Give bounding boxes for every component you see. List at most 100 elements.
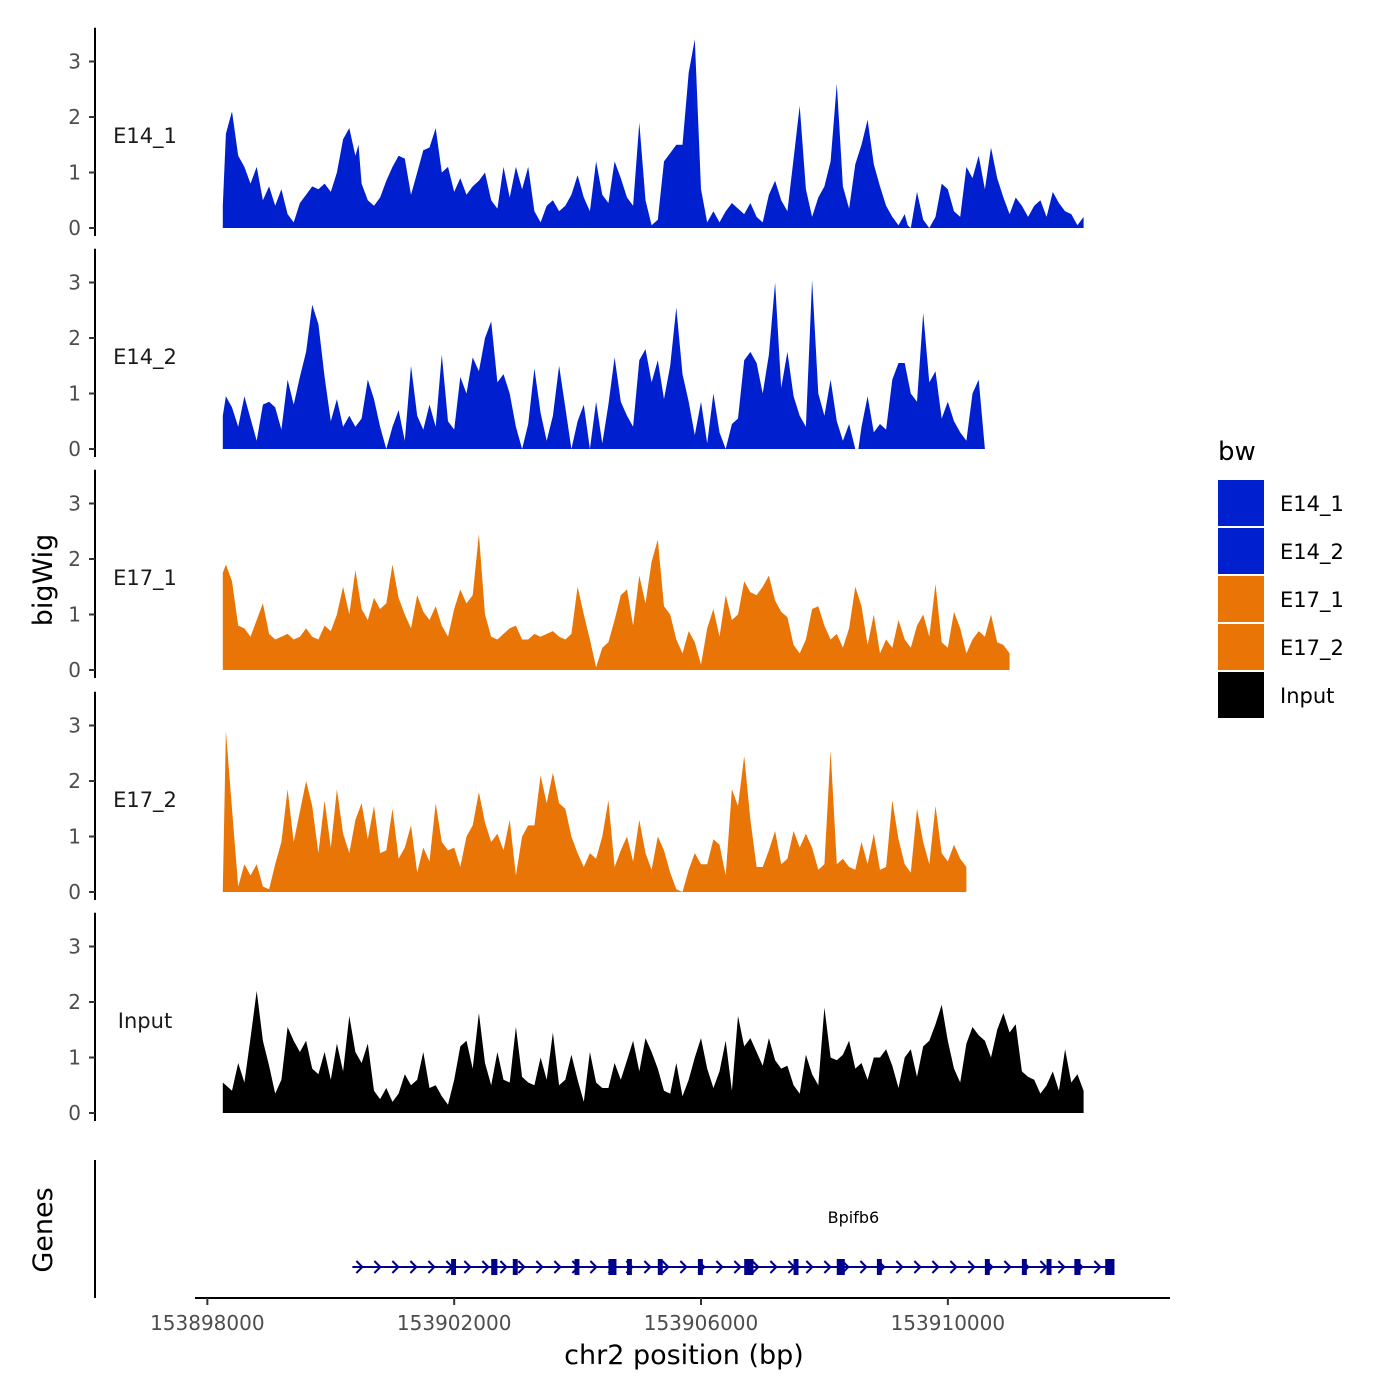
strand-arrow (679, 1260, 688, 1274)
strand-arrow (967, 1260, 976, 1274)
strand-arrow (517, 1260, 526, 1274)
legend-swatch-E14_2 (1218, 528, 1264, 574)
y-tick-label: 1 (68, 1046, 81, 1070)
strand-arrow (355, 1260, 364, 1274)
area-E17_2 (222, 731, 967, 892)
exon (744, 1259, 754, 1275)
x-tick-label: 153906000 (644, 1311, 759, 1335)
y-tick-label: 3 (68, 935, 81, 959)
y-tick-label: 3 (68, 50, 81, 74)
strand-arrow (859, 1260, 868, 1274)
y-tick-label: 1 (68, 825, 81, 849)
strand-arrow (589, 1260, 598, 1274)
strand-arrow (643, 1260, 652, 1274)
area-Input (222, 990, 1084, 1113)
y-tick-label: 3 (68, 492, 81, 516)
strand-arrow (463, 1260, 472, 1274)
track-Input: 0 1 2 3 Input (68, 912, 1084, 1125)
y-tick-label: 2 (68, 769, 81, 793)
y-tick-label: 1 (68, 603, 81, 627)
strand-arrow (409, 1260, 418, 1274)
y-tick-label: 2 (68, 990, 81, 1014)
y-tick-label: 0 (68, 216, 81, 240)
y-tick-label: 2 (68, 326, 81, 350)
strand-arrow (1057, 1260, 1066, 1274)
x-tick-label: 153902000 (397, 1311, 512, 1335)
y-tick-label: 1 (68, 161, 81, 185)
strand-arrow (391, 1260, 400, 1274)
exon (836, 1259, 845, 1275)
legend-label-E17_2: E17_2 (1280, 636, 1344, 661)
exon (608, 1259, 617, 1275)
strand-arrow (715, 1260, 724, 1274)
strand-arrow (1039, 1260, 1048, 1274)
legend-label-E17_1: E17_1 (1280, 588, 1344, 613)
track-label-E17_1: E17_1 (113, 566, 177, 591)
exon (491, 1259, 498, 1275)
x-axis: 153898000 153902000 153906000 153910000 (150, 1297, 1170, 1335)
legend-label-E14_2: E14_2 (1280, 540, 1344, 565)
strand-arrow (427, 1260, 436, 1274)
legend-swatch-Input (1218, 672, 1264, 718)
legend-swatch-E14_1 (1218, 480, 1264, 526)
exon (451, 1259, 457, 1275)
strand-arrow (823, 1260, 832, 1274)
track-E14_2: 0 1 2 3 E14_2 (68, 248, 985, 461)
exon (697, 1259, 703, 1275)
track-label-E17_2: E17_2 (113, 788, 177, 813)
strand-arrow (481, 1260, 490, 1274)
y-tick-label: 3 (68, 714, 81, 738)
legend: bw E14_1 E14_2 E17_1 E17_2 Input (1218, 437, 1344, 718)
gene-Bpifb6: Bpifb6 (352, 1208, 1115, 1275)
y-tick-label: 1 (68, 382, 81, 406)
exon (1046, 1259, 1052, 1275)
track-E17_2: 0 1 2 3 E17_2 (68, 691, 967, 904)
coverage-tracks: 0 1 2 3 E14_1 0 1 2 3 E14_2 0 1 2 3 E17_1 0 1 2 3 E17_2 0 1 2 3… (68, 27, 1084, 1125)
exon (512, 1259, 518, 1275)
exon (1021, 1259, 1027, 1275)
exon (876, 1259, 882, 1275)
track-E17_1: 0 1 2 3 E17_1 (68, 469, 1010, 682)
legend-swatch-E17_1 (1218, 576, 1264, 622)
area-E14_2 (222, 279, 985, 449)
legend-label-Input: Input (1280, 684, 1334, 708)
strand-arrow (769, 1260, 778, 1274)
strand-arrow (661, 1260, 670, 1274)
strand-arrow (805, 1260, 814, 1274)
strand-arrow (733, 1260, 742, 1274)
exon (574, 1259, 580, 1275)
gene-track-title: Genes (28, 1187, 59, 1272)
track-label-E14_1: E14_1 (113, 124, 177, 149)
strand-arrow (1093, 1260, 1102, 1274)
exon (793, 1259, 799, 1275)
gene-track: Bpifb6 (94, 1160, 1115, 1298)
strand-arrow (1003, 1260, 1012, 1274)
y-axis-title: bigWig (28, 534, 59, 627)
legend-swatch-E17_2 (1218, 624, 1264, 670)
y-tick-label: 0 (68, 1101, 81, 1125)
y-tick-label: 2 (68, 105, 81, 129)
y-tick-label: 0 (68, 880, 81, 904)
area-E17_1 (222, 534, 1010, 670)
x-tick-label: 153910000 (891, 1311, 1006, 1335)
exon (1105, 1259, 1115, 1275)
track-E14_1: 0 1 2 3 E14_1 (68, 27, 1084, 240)
exon (984, 1259, 990, 1275)
area-E14_1 (222, 39, 1084, 228)
exon (626, 1259, 632, 1275)
track-label-Input: Input (118, 1009, 172, 1033)
legend-title: bw (1218, 437, 1256, 467)
strand-arrow (751, 1260, 760, 1274)
track-label-E14_2: E14_2 (113, 345, 177, 370)
x-tick-label: 153898000 (150, 1311, 265, 1335)
strand-arrow (553, 1260, 562, 1274)
exon (1074, 1259, 1081, 1275)
y-tick-label: 3 (68, 271, 81, 295)
strand-arrow (535, 1260, 544, 1274)
y-tick-label: 0 (68, 437, 81, 461)
exon (657, 1259, 663, 1275)
strand-arrow (949, 1260, 958, 1274)
strand-arrow (913, 1260, 922, 1274)
gene-label: Bpifb6 (828, 1208, 880, 1227)
